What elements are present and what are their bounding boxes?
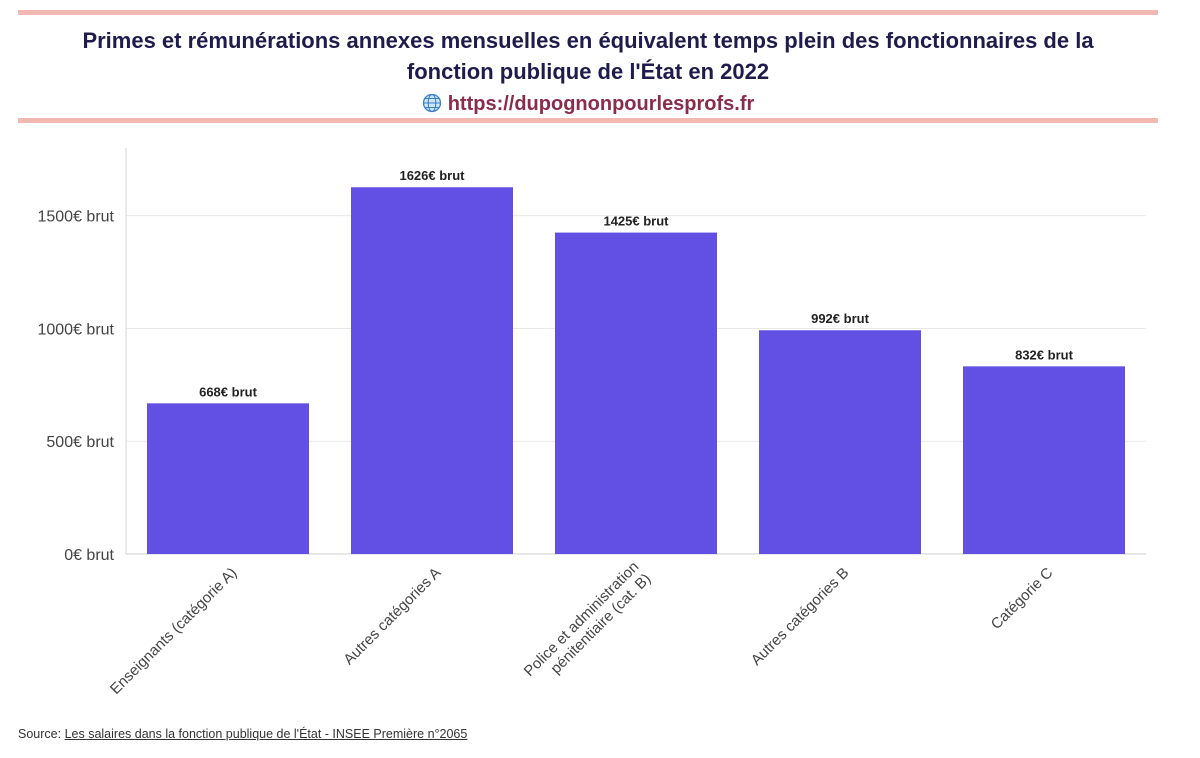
x-tick-label: Catégorie C xyxy=(988,564,1057,633)
chart-header: Primes et rémunérations annexes mensuell… xyxy=(18,15,1158,120)
y-tick-label: 1000€ brut xyxy=(37,321,114,338)
bar-chart: 0€ brut 500€ brut 1000€ brut 1500€ brut 668€… xyxy=(37,148,1146,698)
y-tick-label: 1500€ brut xyxy=(37,209,114,226)
bar-value-label: 1626€ brut xyxy=(399,168,465,183)
x-tick-label-line: Autres catégories B xyxy=(748,564,853,669)
bar xyxy=(963,366,1125,554)
chart-title: Primes et rémunérations annexes mensuell… xyxy=(82,28,1094,84)
x-tick-label-line: Enseignants (catégorie A) xyxy=(107,564,240,697)
bar-value-label: 1425€ brut xyxy=(603,214,669,229)
x-tick-label: Police et administrationpénitentiaire (c… xyxy=(521,558,655,692)
x-tick-label-text: Police et administrationpénitentiaire (c… xyxy=(521,558,655,692)
x-tick-label: Autres catégories A xyxy=(340,564,444,668)
x-tick-label: Enseignants (catégorie A) xyxy=(107,564,240,697)
bar-value-label: 992€ brut xyxy=(811,311,869,326)
x-tick-label-line: Police et administration xyxy=(521,558,643,680)
bottom-rule xyxy=(18,118,1158,123)
source-label: Source: xyxy=(18,727,62,741)
bar xyxy=(351,187,513,554)
site-link[interactable]: https://dupognonpourlesprofs.fr xyxy=(447,93,755,115)
bar xyxy=(759,330,921,554)
bar xyxy=(147,403,309,554)
x-tick-label-text: Autres catégories A xyxy=(340,564,444,668)
x-tick-label-text: Enseignants (catégorie A) xyxy=(107,564,240,697)
top-rule xyxy=(18,10,1158,15)
site-link-row: https://dupognonpourlesprofs.fr xyxy=(18,91,1158,120)
source-note: Source: Les salaires dans la fonction pu… xyxy=(18,727,467,741)
bar xyxy=(555,232,717,555)
x-tick-label-text: Catégorie C xyxy=(988,564,1057,633)
bar-value-label: 668€ brut xyxy=(199,384,257,399)
x-tick-label-text: Autres catégories B xyxy=(748,564,853,669)
y-tick-label: 500€ brut xyxy=(46,434,114,451)
x-tick-label-line: Autres catégories A xyxy=(340,564,444,668)
source-link[interactable]: Les salaires dans la fonction publique d… xyxy=(64,727,468,741)
x-tick-label-line: Catégorie C xyxy=(988,564,1057,633)
x-tick-label: Autres catégories B xyxy=(748,564,853,669)
bar-value-label: 832€ brut xyxy=(1015,347,1073,362)
y-tick-label: 0€ brut xyxy=(64,547,114,564)
globe-icon xyxy=(422,93,442,120)
